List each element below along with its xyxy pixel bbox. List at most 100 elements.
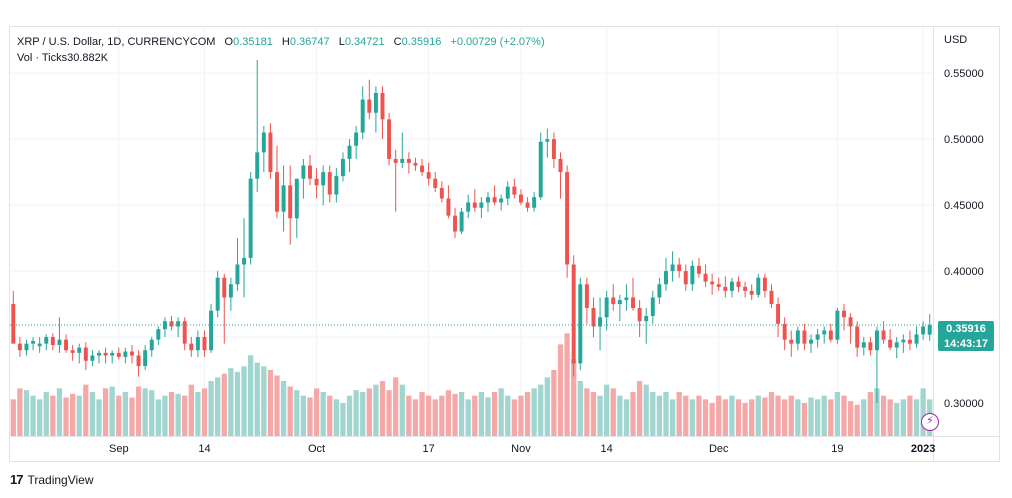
candle-body (70, 350, 75, 353)
volume-bar (168, 392, 175, 436)
volume-bar (393, 377, 399, 436)
candle-body (215, 277, 220, 311)
volume-bar (887, 399, 893, 436)
candle-body (162, 321, 167, 330)
close-value: 0.35916 (401, 36, 442, 48)
candle-body (11, 304, 16, 344)
volume-bar (775, 395, 781, 436)
tradingview-logo-icon: 17 (10, 472, 24, 487)
candle-body (644, 315, 649, 322)
last-price-tag: 0.35916 14:43:17 (938, 321, 994, 351)
candle-body (861, 342, 866, 348)
candle-body (202, 337, 207, 351)
volume-bar (432, 399, 438, 436)
volume-bar (37, 399, 43, 436)
candle-body (914, 334, 919, 344)
volume-bar (874, 388, 880, 436)
volume-bar (248, 355, 254, 436)
candle-body (558, 158, 563, 173)
candle-body (103, 352, 108, 356)
candle-body (301, 165, 306, 179)
candle-body (373, 92, 378, 113)
volume-bar (702, 399, 709, 436)
candle-body (156, 329, 161, 340)
volume-bar (399, 384, 405, 436)
candle-body (571, 264, 576, 364)
volume-bar (604, 384, 610, 436)
volume-bar (821, 395, 827, 436)
volume-bar (327, 395, 333, 436)
candle-body (380, 92, 385, 120)
time-tick-label: Nov (511, 443, 531, 455)
symbol-title[interactable]: XRP / U.S. Dollar, 1D, CURRENCYCOM (17, 36, 216, 48)
volume-bar (109, 386, 115, 436)
tradingview-logo[interactable]: 17 TradingView (10, 472, 94, 487)
volume-bar (182, 395, 188, 436)
candle-body (828, 330, 833, 340)
candle-body (736, 281, 741, 287)
candle-body (406, 158, 411, 163)
volume-bar (867, 392, 874, 436)
candle-body (578, 284, 583, 364)
candle-body (789, 339, 794, 344)
volume-bar (788, 395, 794, 436)
volume-bar (755, 395, 761, 436)
volume-bar (221, 373, 227, 436)
candle-body (393, 158, 398, 163)
volume-bar (215, 377, 221, 436)
volume-bar (814, 399, 821, 436)
candle-body (769, 290, 774, 305)
candle-body (169, 321, 174, 327)
volume-bar (149, 390, 155, 436)
volume-bar (709, 403, 715, 436)
candle-body (472, 202, 477, 208)
volume-bar (913, 399, 920, 436)
volume-bar (656, 395, 663, 436)
volume-value: 30.882K (67, 52, 109, 64)
volume-label[interactable]: Vol · Ticks (17, 52, 68, 64)
candle-body (321, 172, 326, 186)
high-value: 0.36747 (289, 36, 330, 48)
candle-body (228, 284, 233, 298)
volume-bar (261, 366, 267, 436)
candle-body (795, 330, 800, 344)
candle-body (690, 265, 695, 285)
volume-bar (847, 401, 854, 436)
currency-unit: USD (944, 34, 968, 46)
volume-bar (129, 397, 135, 436)
candle-body (50, 337, 55, 345)
lightning-bolt-icon[interactable]: ⚡ (921, 413, 939, 431)
volume-bar (920, 388, 926, 436)
volume-bar (162, 395, 168, 436)
volume-bar (663, 392, 669, 436)
candle-body (710, 281, 715, 285)
candle-body (176, 321, 181, 327)
candle-body (868, 342, 873, 351)
volume-bar (175, 393, 181, 436)
candle-body (696, 265, 701, 274)
volume-bar (30, 395, 36, 436)
volume-bar (340, 403, 346, 436)
volume-bar (676, 392, 682, 436)
volume-bar (353, 390, 359, 436)
volume-bar (828, 399, 834, 436)
candle-body (123, 351, 128, 357)
time-tick-label: 19 (831, 443, 843, 455)
candle-body (261, 132, 266, 153)
volume-bar (834, 392, 841, 436)
high-label: H (281, 36, 290, 48)
candle-body (195, 337, 200, 351)
candle-body (275, 172, 279, 212)
volume-bar (735, 399, 742, 436)
candle-body (637, 308, 642, 322)
open-value: 0.35181 (233, 36, 273, 48)
candle-body (545, 139, 550, 142)
volume-legend: Vol · Ticks30.882K (17, 50, 108, 66)
candle-body (400, 158, 405, 163)
volume-bar (491, 392, 498, 436)
chart-frame (9, 26, 1000, 462)
candle-body (822, 330, 827, 335)
candle-body (874, 330, 879, 351)
volume-bar (518, 395, 524, 436)
